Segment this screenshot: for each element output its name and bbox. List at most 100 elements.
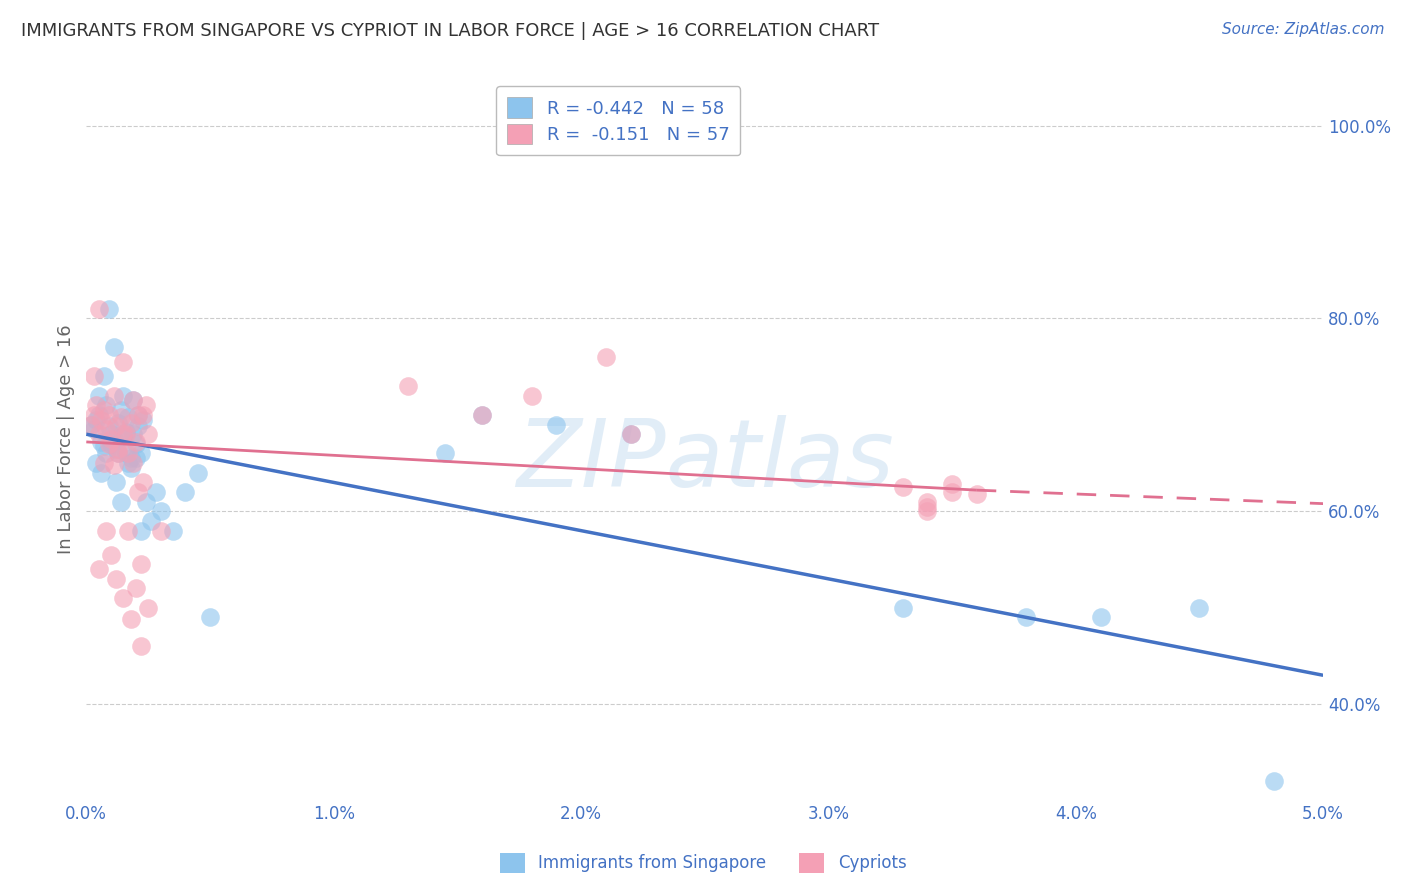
Point bbox=[104, 572, 127, 586]
Point bbox=[83, 369, 105, 384]
Point bbox=[87, 562, 110, 576]
Point bbox=[129, 640, 152, 654]
Text: ZIPatlas: ZIPatlas bbox=[516, 415, 894, 507]
Point bbox=[433, 446, 456, 460]
Point bbox=[94, 398, 117, 412]
Point bbox=[127, 408, 149, 422]
Point bbox=[97, 408, 120, 422]
Point bbox=[100, 437, 122, 451]
Point bbox=[125, 451, 148, 466]
Point bbox=[136, 427, 159, 442]
Point bbox=[120, 451, 142, 466]
Point bbox=[103, 432, 125, 446]
Point bbox=[117, 409, 139, 424]
Point bbox=[107, 446, 129, 460]
Point bbox=[132, 475, 155, 490]
Point bbox=[110, 409, 132, 424]
Point bbox=[90, 466, 112, 480]
Point bbox=[471, 408, 494, 422]
Point bbox=[145, 485, 167, 500]
Point bbox=[80, 417, 103, 432]
Point bbox=[149, 524, 172, 538]
Point bbox=[619, 427, 641, 442]
Point bbox=[120, 416, 142, 430]
Point bbox=[107, 442, 129, 456]
Point bbox=[115, 427, 138, 442]
Point bbox=[891, 480, 914, 494]
Point bbox=[132, 413, 155, 427]
Point bbox=[83, 408, 105, 422]
Point bbox=[97, 437, 120, 451]
Point bbox=[87, 389, 110, 403]
Legend: Immigrants from Singapore, Cypriots: Immigrants from Singapore, Cypriots bbox=[494, 847, 912, 880]
Point bbox=[84, 398, 107, 412]
Point bbox=[100, 548, 122, 562]
Point bbox=[93, 369, 115, 384]
Point bbox=[122, 393, 145, 408]
Point bbox=[471, 408, 494, 422]
Point bbox=[112, 591, 135, 606]
Point bbox=[135, 494, 157, 508]
Point bbox=[129, 524, 152, 538]
Point bbox=[127, 419, 149, 434]
Point bbox=[112, 429, 135, 443]
Point bbox=[104, 419, 127, 434]
Point bbox=[120, 612, 142, 626]
Point bbox=[103, 458, 125, 472]
Point bbox=[122, 456, 145, 470]
Point bbox=[103, 389, 125, 403]
Point bbox=[149, 504, 172, 518]
Point bbox=[87, 408, 110, 422]
Point bbox=[1188, 600, 1211, 615]
Point bbox=[104, 442, 127, 456]
Point bbox=[100, 427, 122, 442]
Point bbox=[122, 427, 145, 442]
Point bbox=[112, 355, 135, 369]
Point bbox=[546, 417, 568, 432]
Point bbox=[94, 524, 117, 538]
Point bbox=[83, 422, 105, 436]
Point bbox=[132, 408, 155, 422]
Point bbox=[520, 389, 543, 403]
Point bbox=[84, 413, 107, 427]
Point bbox=[595, 350, 617, 364]
Point bbox=[125, 434, 148, 449]
Point bbox=[93, 403, 115, 417]
Point bbox=[941, 477, 963, 491]
Point bbox=[136, 600, 159, 615]
Point bbox=[117, 446, 139, 460]
Point bbox=[135, 398, 157, 412]
Point bbox=[187, 466, 209, 480]
Point bbox=[87, 301, 110, 316]
Point bbox=[917, 500, 939, 514]
Point bbox=[917, 494, 939, 508]
Point bbox=[129, 558, 152, 572]
Legend: R = -0.442   N = 58, R =  -0.151   N = 57: R = -0.442 N = 58, R = -0.151 N = 57 bbox=[496, 87, 740, 155]
Point bbox=[80, 417, 103, 432]
Point bbox=[129, 446, 152, 460]
Point bbox=[917, 504, 939, 518]
Point bbox=[115, 425, 138, 440]
Point bbox=[127, 485, 149, 500]
Point bbox=[93, 456, 115, 470]
Point bbox=[90, 434, 112, 449]
Point bbox=[162, 524, 184, 538]
Point bbox=[941, 485, 963, 500]
Y-axis label: In Labor Force | Age > 16: In Labor Force | Age > 16 bbox=[58, 324, 75, 554]
Point bbox=[396, 379, 419, 393]
Point bbox=[891, 600, 914, 615]
Point bbox=[112, 389, 135, 403]
Point bbox=[1090, 610, 1112, 624]
Point bbox=[139, 514, 162, 528]
Point bbox=[966, 487, 988, 501]
Point bbox=[84, 456, 107, 470]
Point bbox=[174, 485, 197, 500]
Point bbox=[87, 427, 110, 442]
Point bbox=[120, 461, 142, 475]
Text: Source: ZipAtlas.com: Source: ZipAtlas.com bbox=[1222, 22, 1385, 37]
Point bbox=[125, 582, 148, 596]
Text: IMMIGRANTS FROM SINGAPORE VS CYPRIOT IN LABOR FORCE | AGE > 16 CORRELATION CHART: IMMIGRANTS FROM SINGAPORE VS CYPRIOT IN … bbox=[21, 22, 879, 40]
Point bbox=[110, 403, 132, 417]
Point bbox=[112, 427, 135, 442]
Point bbox=[93, 439, 115, 453]
